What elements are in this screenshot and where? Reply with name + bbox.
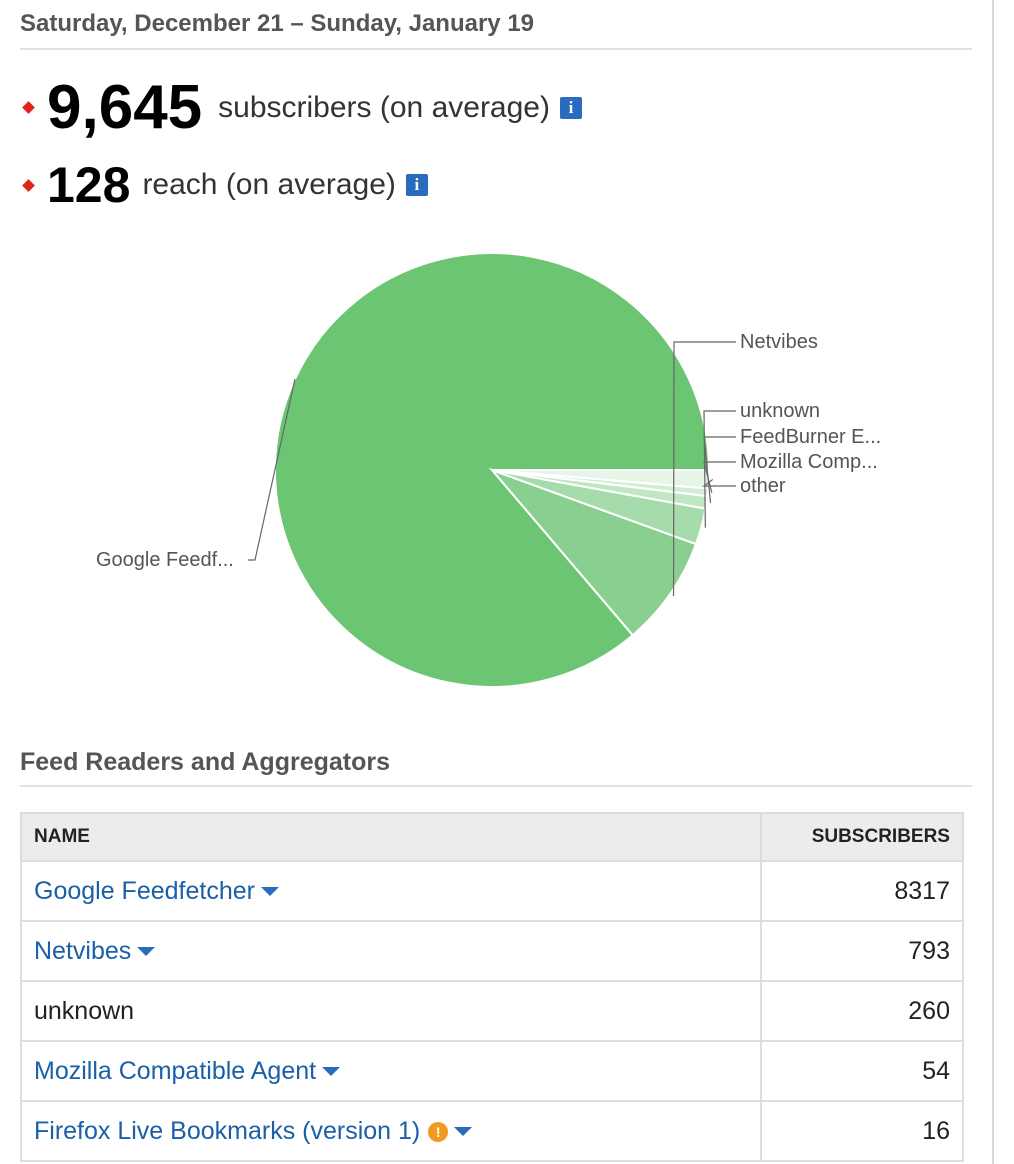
subscribers-cell: 260 (760, 980, 964, 1042)
reader-name-cell: Mozilla Compatible Agent (20, 1040, 762, 1102)
reader-link-mozilla-compatible-agent[interactable]: Mozilla Compatible Agent (34, 1056, 317, 1085)
table-header-row: NAME SUBSCRIBERS (20, 812, 964, 862)
subscribers-cell: 793 (760, 920, 964, 982)
subscribers-label: subscribers (on average) (218, 90, 550, 124)
reader-name-unknown: unknown (34, 996, 135, 1025)
panel-right-border (992, 0, 994, 1164)
chevron-down-icon[interactable] (454, 1127, 473, 1137)
name-column-header[interactable]: NAME (20, 812, 762, 862)
reader-link-google-feedfetcher[interactable]: Google Feedfetcher (34, 876, 255, 905)
reader-name-cell: Google Feedfetcher (20, 860, 762, 922)
divider (20, 785, 972, 787)
pie-label-leader-line (672, 341, 736, 597)
metric-subscribers: 9,645 subscribers (on average) i (20, 72, 582, 143)
date-range-title: Saturday, December 21 – Sunday, January … (20, 10, 535, 37)
pie-slice-label: Netvibes (740, 331, 818, 353)
red-diamond-icon (22, 101, 35, 114)
pie-slice-label: other (740, 475, 786, 497)
subscribers-cell: 8317 (760, 860, 964, 922)
table-row: Firefox Live Bookmarks (version 1)! 16 (20, 1100, 964, 1162)
reader-link-netvibes[interactable]: Netvibes (34, 936, 132, 965)
pie-slice[interactable] (488, 467, 698, 637)
table-row: Netvibes 793 (20, 920, 964, 982)
pie-label-leader-line (702, 478, 736, 487)
subscribers-pie-chart: Google Feedf... Netvibes unknown FeedBurner… (96, 252, 881, 688)
table-row: unknown 260 (20, 980, 964, 1042)
pie-slice-label: Google Feedf... (96, 549, 234, 571)
pie-label-leader-line (703, 410, 736, 528)
table-row: Google Feedfetcher 8317 (20, 860, 964, 922)
info-icon[interactable]: i (559, 96, 582, 119)
subscribers-column-header[interactable]: SUBSCRIBERS (760, 812, 964, 862)
chevron-down-icon[interactable] (137, 947, 156, 957)
pie-slice-label: unknown (740, 400, 820, 422)
reach-label: reach (on average) (142, 168, 396, 201)
metric-reach: 128 reach (on average) i (20, 156, 428, 214)
subscribers-value: 9,645 (47, 73, 203, 142)
pie-slice-label: FeedBurner E... (740, 426, 881, 448)
chevron-down-icon[interactable] (322, 1067, 341, 1077)
reader-name-cell: Firefox Live Bookmarks (version 1)! (20, 1100, 762, 1162)
reader-name-cell: unknown (20, 980, 762, 1042)
reader-link-firefox-live-bookmarks[interactable]: Firefox Live Bookmarks (version 1) (34, 1116, 421, 1145)
pie-slice-label: Mozilla Comp... (740, 451, 878, 473)
reader-name-cell: Netvibes (20, 920, 762, 982)
warning-icon[interactable]: ! (428, 1121, 449, 1142)
reach-value: 128 (47, 157, 131, 213)
chevron-down-icon[interactable] (260, 887, 279, 897)
red-diamond-icon (22, 178, 35, 192)
info-icon[interactable]: i (405, 174, 428, 196)
subscribers-cell: 16 (760, 1100, 964, 1162)
subscribers-cell: 54 (760, 1040, 964, 1102)
feed-readers-table: NAME SUBSCRIBERS Google Feedfetcher 8317… (20, 812, 964, 1162)
section-title: Feed Readers and Aggregators (20, 748, 391, 776)
table-row: Mozilla Compatible Agent 54 (20, 1040, 964, 1102)
pie-label-leader-line (248, 378, 296, 561)
divider (20, 48, 972, 50)
